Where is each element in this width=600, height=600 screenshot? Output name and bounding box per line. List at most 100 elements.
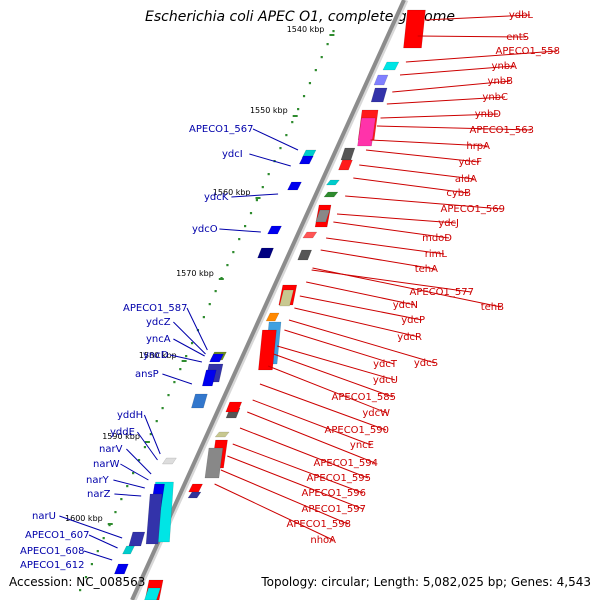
forward-gene-label: ynbA bbox=[492, 61, 518, 72]
forward-leader-line bbox=[267, 365, 388, 414]
forward-leader-line bbox=[220, 469, 349, 525]
guide-dot bbox=[232, 251, 235, 254]
forward-gene-label: APECO1_558 bbox=[496, 46, 561, 57]
reverse-leader-line bbox=[219, 228, 261, 233]
guide-dot bbox=[149, 433, 152, 436]
forward-gene-block bbox=[204, 447, 224, 479]
forward-gene-block bbox=[370, 87, 388, 103]
length-label: Length: bbox=[373, 575, 420, 589]
guide-dot bbox=[320, 56, 323, 59]
forward-gene-label: ydcP bbox=[401, 315, 425, 326]
forward-gene-block bbox=[265, 312, 280, 322]
forward-leader-line bbox=[345, 195, 503, 210]
reverse-leader-line bbox=[88, 534, 118, 549]
forward-leader-line bbox=[392, 80, 511, 93]
label-layer: ydbL entS APECO1_558 ynbA ynbB ynbC ynbD APECO1… bbox=[20, 10, 560, 571]
reverse-leader-line bbox=[173, 338, 205, 357]
reverse-gene-label: APECO1_587 bbox=[123, 303, 188, 314]
genes-value: 4,543 bbox=[556, 575, 591, 589]
forward-leader-line bbox=[326, 237, 445, 255]
reverse-gene-label: narY bbox=[86, 475, 110, 486]
reverse-leader-line bbox=[59, 515, 123, 539]
forward-gene-block bbox=[382, 61, 400, 71]
forward-gene-label: cybB bbox=[446, 188, 471, 199]
forward-leader-line bbox=[376, 125, 532, 131]
reverse-gene-label: yddH bbox=[117, 410, 143, 421]
guide-dot bbox=[285, 134, 288, 137]
guide-dot bbox=[261, 186, 264, 189]
guide-dot bbox=[173, 381, 176, 384]
accession-value: NC_008563 bbox=[76, 575, 146, 589]
forward-gene-block bbox=[144, 587, 161, 600]
forward-gene-label: yncE bbox=[350, 440, 374, 451]
forward-gene-label: ydcJ bbox=[438, 218, 459, 229]
forward-gene-label: APECO1_585 bbox=[332, 392, 397, 403]
forward-gene-block bbox=[302, 231, 318, 239]
forward-leader-line bbox=[359, 164, 475, 180]
guide-dot bbox=[79, 589, 82, 592]
guide-dot bbox=[332, 30, 335, 33]
reverse-leader-line bbox=[173, 321, 206, 355]
forward-gene-label: ydcR bbox=[397, 332, 422, 343]
length-value: 5,082,025 bp bbox=[422, 575, 503, 589]
forward-leader-line bbox=[232, 443, 364, 494]
forward-gene-block bbox=[340, 147, 356, 161]
guide-dot bbox=[132, 472, 135, 475]
forward-leader-line bbox=[288, 319, 436, 364]
guide-dot bbox=[291, 121, 294, 124]
forward-gene-block bbox=[225, 401, 243, 413]
map-title: Escherichia coli APEC O1, complete genom… bbox=[145, 9, 455, 25]
genes-label: Genes: bbox=[510, 575, 553, 589]
reverse-gene-label: APECO1_612 bbox=[20, 560, 85, 571]
guide-dot bbox=[185, 355, 188, 358]
forward-leader-line bbox=[353, 177, 469, 194]
forward-leader-line bbox=[333, 221, 450, 239]
forward-leader-line bbox=[247, 411, 376, 464]
forward-gene-block bbox=[325, 179, 340, 186]
guide-dot bbox=[167, 394, 170, 397]
reverse-gene-label: ydcK bbox=[204, 192, 229, 203]
forward-leader-line bbox=[386, 96, 506, 105]
forward-leader-line bbox=[214, 483, 334, 541]
forward-gene-label: entS bbox=[506, 32, 529, 43]
forward-gene-label: ydcN bbox=[393, 300, 418, 311]
forward-leader-line bbox=[239, 427, 369, 479]
reverse-leader-line bbox=[83, 550, 113, 561]
forward-leader-line bbox=[252, 399, 372, 446]
guide-dot bbox=[297, 108, 300, 111]
forward-gene-label: ydcT bbox=[373, 359, 398, 370]
forward-gene-block bbox=[338, 159, 353, 171]
forward-gene-label: APECO1_577 bbox=[410, 287, 475, 298]
guide-dot bbox=[214, 290, 217, 293]
reverse-gene-label: ydcI bbox=[222, 149, 243, 160]
leader-layer bbox=[59, 14, 558, 561]
forward-gene-label: rimL bbox=[425, 249, 448, 260]
forward-gene-block bbox=[323, 191, 339, 198]
reverse-gene-label: ydcO bbox=[192, 224, 218, 235]
forward-leader-line bbox=[405, 50, 558, 63]
reverse-leader-line bbox=[231, 193, 279, 198]
guide-dot bbox=[114, 511, 117, 514]
accession-info: Accession: NC_008563 bbox=[9, 575, 145, 589]
reverse-gene-block bbox=[287, 181, 302, 191]
genome-stats: Topology: circular; Length: 5,082,025 bp… bbox=[261, 575, 591, 589]
forward-leader-line bbox=[370, 139, 488, 147]
reverse-gene-block bbox=[113, 563, 129, 575]
forward-gene-label: ynbC bbox=[482, 92, 508, 103]
reverse-gene-label: ansP bbox=[135, 369, 159, 380]
reverse-gene-block bbox=[267, 225, 282, 235]
reverse-gene-label: narV bbox=[99, 444, 123, 455]
forward-leader-line bbox=[417, 35, 527, 38]
topology-value: circular bbox=[321, 575, 366, 589]
guide-dot bbox=[84, 576, 88, 579]
forward-gene-label: APECO1_569 bbox=[441, 204, 506, 215]
forward-leader-line bbox=[336, 213, 457, 224]
forward-leader-line bbox=[277, 345, 396, 381]
guide-dot bbox=[267, 173, 270, 176]
guide-dot bbox=[155, 420, 158, 423]
guide-dot bbox=[255, 199, 258, 202]
topology-label: Topology: bbox=[261, 575, 318, 589]
reverse-leader-line bbox=[143, 414, 161, 455]
forward-gene-label: ydbL bbox=[509, 10, 534, 21]
